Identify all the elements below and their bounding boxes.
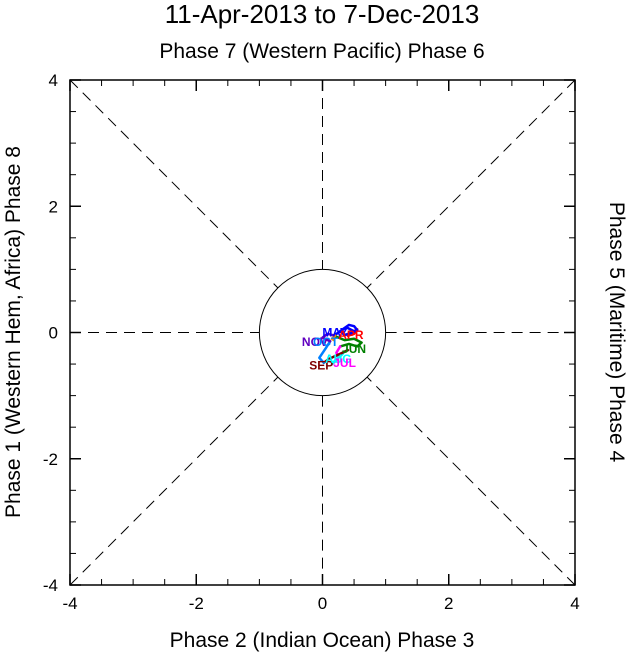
unit-circle: [258, 268, 387, 397]
month-label-apr: APR: [338, 328, 364, 342]
month-label-oct: OCT: [313, 335, 339, 349]
series-line-may: [332, 323, 359, 337]
x-tick-label: -2: [189, 594, 204, 613]
phase-guides: [69, 79, 576, 586]
month-label-may: MAY: [322, 326, 348, 340]
series-line-sep: [322, 348, 350, 365]
month-label-aug: AUG: [325, 352, 352, 366]
x-tick-label: 0: [318, 594, 327, 613]
month-label-jun: JUN: [342, 342, 366, 356]
trajectory-series: [318, 323, 363, 366]
series-line-jun: [332, 334, 363, 348]
guide-diagonal-bottom-left: [69, 376, 279, 586]
y-axis-label-left: Phase 1 (Western Hem, Africa) Phase 8: [2, 146, 25, 518]
month-label-nov: NOV: [302, 335, 328, 349]
x-tick-label: 2: [444, 594, 453, 613]
y-tick-label: 4: [49, 71, 58, 90]
guide-diagonal-top-right: [366, 79, 576, 289]
series-line-nov: [321, 332, 337, 343]
y-tick-label: 2: [49, 197, 58, 216]
y-tick-label: -2: [43, 450, 58, 469]
x-tick-label: 4: [570, 594, 579, 613]
y-tick-label: -4: [43, 576, 58, 595]
guide-diagonal-bottom-right: [366, 376, 576, 586]
y-axis-label-right: Phase 5 (Maritime) Phase 4: [605, 202, 628, 463]
chart-subtitle: Phase 7 (Western Pacific) Phase 6: [159, 40, 484, 63]
month-label-jul: JUL: [333, 356, 356, 370]
series-line-oct: [318, 340, 332, 365]
y-tick-label: 0: [49, 324, 58, 343]
series-line-dec: [330, 334, 337, 342]
chart-title: 11-Apr-2013 to 7-Dec-2013: [165, 0, 480, 29]
guide-diagonal-top-left: [69, 79, 279, 289]
x-tick-label: -4: [62, 594, 77, 613]
plot-axes: -4 -2 0 2 4 -4 -2 0 2 4: [43, 71, 580, 613]
month-label-sep: SEP: [309, 358, 333, 372]
x-axis-label: Phase 2 (Indian Ocean) Phase 3: [170, 629, 475, 652]
